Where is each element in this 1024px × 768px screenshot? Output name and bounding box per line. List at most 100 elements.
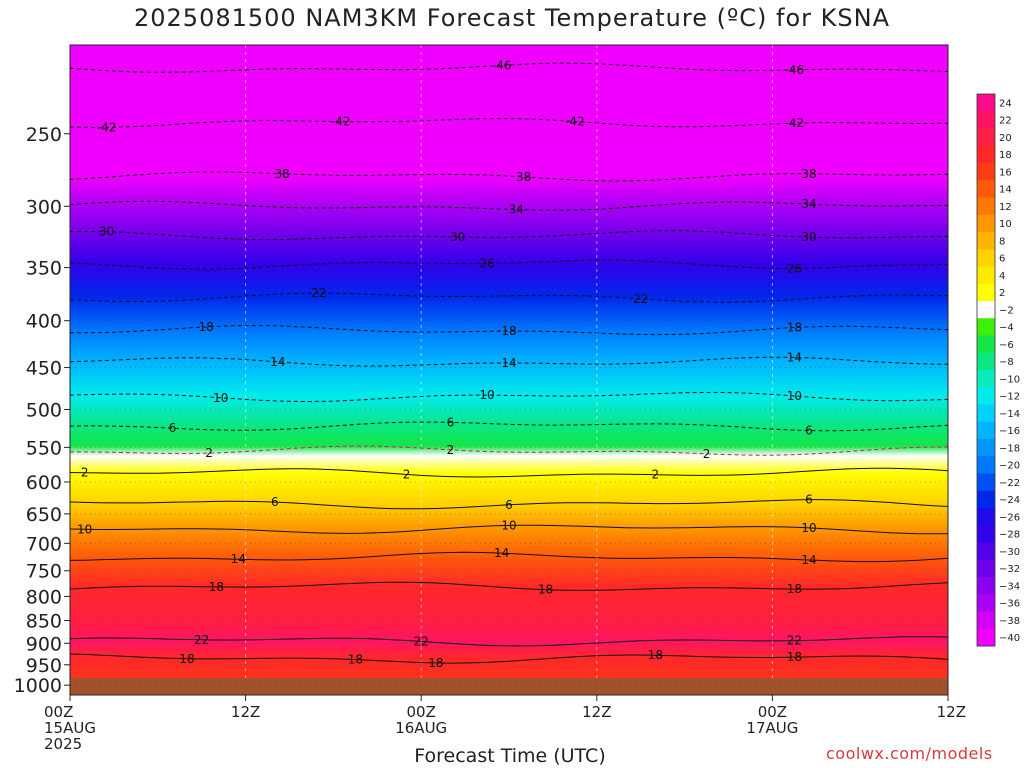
colorbar-label: 2 — [999, 288, 1005, 299]
colorbar-label: 22 — [999, 116, 1012, 127]
colorbar-label: −8 — [999, 357, 1014, 368]
y-tick-label: 550 — [26, 437, 62, 459]
colorbar-swatch — [977, 370, 995, 388]
contour-label: 14 — [494, 546, 509, 560]
colorbar-swatch — [977, 283, 995, 302]
contour-label: 10 — [213, 391, 228, 405]
colorbar-swatch — [977, 197, 995, 216]
colorbar-label: 8 — [999, 236, 1005, 247]
contour-label: 6 — [169, 421, 177, 435]
colorbar-label: −34 — [999, 581, 1020, 592]
contour-line — [69, 524, 949, 535]
colorbar-swatch — [977, 473, 995, 492]
colorbar-label: 18 — [999, 150, 1012, 161]
colorbar-swatch — [977, 128, 995, 147]
contour-label: 30 — [450, 230, 465, 244]
colorbar-swatch — [977, 508, 995, 526]
colorbar-swatch — [977, 214, 995, 233]
colorbar-swatch — [977, 559, 995, 578]
contour-label: 10 — [801, 521, 816, 535]
x-tick-label: 00Z — [407, 703, 436, 721]
x-tick-label: 00Z — [44, 703, 73, 721]
y-tick-label: 500 — [26, 399, 62, 421]
contour-label: 18 — [787, 650, 802, 664]
y-tick-label: 700 — [26, 533, 62, 555]
contour-label: 34 — [801, 197, 816, 211]
contour-label: 38 — [516, 170, 531, 184]
y-tick-label: 1000 — [14, 675, 62, 697]
plot-frame — [69, 44, 949, 696]
colorbar-swatch — [977, 628, 995, 647]
contour-label: 18 — [648, 648, 663, 662]
colorbar-label: −20 — [999, 461, 1020, 472]
contour-label: 22 — [311, 286, 326, 300]
contour-line — [69, 551, 949, 563]
contour-label: 14 — [270, 355, 285, 369]
contour-label: 10 — [787, 389, 802, 403]
contour-label: 10 — [77, 522, 92, 536]
contour-label: 10 — [501, 518, 516, 532]
contour-label: 22 — [194, 633, 209, 647]
colorbar-swatch — [977, 439, 995, 457]
colorbar-label: −38 — [999, 616, 1020, 627]
chart-title: 2025081500 NAM3KM Forecast Temperature (… — [134, 4, 890, 32]
contour-label: 2 — [205, 446, 213, 460]
colorbar-label: −30 — [999, 547, 1020, 558]
colorbar-swatch — [977, 594, 995, 612]
colorbar-swatch — [977, 490, 995, 509]
contour-label: 10 — [479, 388, 494, 402]
contour-label: 6 — [447, 415, 455, 429]
y-tick-label: 450 — [26, 358, 62, 380]
colorbar-swatch — [977, 404, 995, 423]
colorbar-label: −36 — [999, 599, 1020, 610]
temperature-field — [70, 45, 948, 695]
contour-label: 22 — [787, 634, 802, 648]
contour-label: 2 — [652, 468, 660, 482]
colorbar-label: 12 — [999, 202, 1012, 213]
colorbar-swatch — [977, 163, 995, 181]
x-tick-label: 17AUG — [746, 719, 798, 737]
contour-label: 34 — [509, 203, 524, 217]
colorbar-swatch — [977, 456, 995, 474]
contour-line — [69, 581, 949, 591]
colorbar-label: −16 — [999, 426, 1020, 437]
colorbar-swatch — [977, 352, 995, 371]
y-tick-label: 250 — [26, 124, 62, 146]
contour-label: -42 — [565, 114, 585, 128]
colorbar-label: 6 — [999, 254, 1005, 265]
contour-line — [69, 636, 949, 647]
y-tick-label: 350 — [26, 258, 62, 280]
colorbar-swatch — [977, 611, 995, 630]
colorbar-swatch — [977, 542, 995, 561]
colorbar-swatch — [977, 318, 995, 336]
y-tick-label: 400 — [26, 311, 62, 333]
colorbar-swatch — [977, 94, 995, 112]
x-tick-label: 12Z — [582, 703, 611, 721]
y-tick-label: 750 — [26, 561, 62, 583]
contour-label: -46 — [785, 63, 805, 77]
colorbar-label: 10 — [999, 219, 1012, 230]
colorbar-label: −28 — [999, 530, 1020, 541]
y-tick-label: 300 — [26, 196, 62, 218]
colorbar-swatch — [977, 145, 995, 164]
y-tick-label: 600 — [26, 472, 62, 494]
x-tick-label: 15AUG — [44, 719, 96, 737]
contour-label: 2 — [403, 467, 411, 481]
contour-line — [69, 499, 949, 510]
contour-label: 38 — [801, 167, 816, 181]
contour-line — [69, 467, 949, 478]
contour-label: -42 — [331, 115, 351, 129]
contour-label: 18 — [787, 321, 802, 335]
contour-label: 6 — [505, 498, 513, 512]
colorbar-label: −22 — [999, 478, 1020, 489]
colorbar-label: −26 — [999, 512, 1020, 523]
contour-label: -42 — [97, 120, 117, 134]
x-axis-label: Forecast Time (UTC) — [414, 745, 606, 767]
contour-label: 18 — [538, 583, 553, 597]
colorbar-label: −6 — [999, 340, 1014, 351]
ground-below-surface — [70, 678, 948, 695]
contour-label: 14 — [231, 552, 246, 566]
colorbar-label: −40 — [999, 633, 1020, 644]
contour-label: 18 — [428, 656, 443, 670]
